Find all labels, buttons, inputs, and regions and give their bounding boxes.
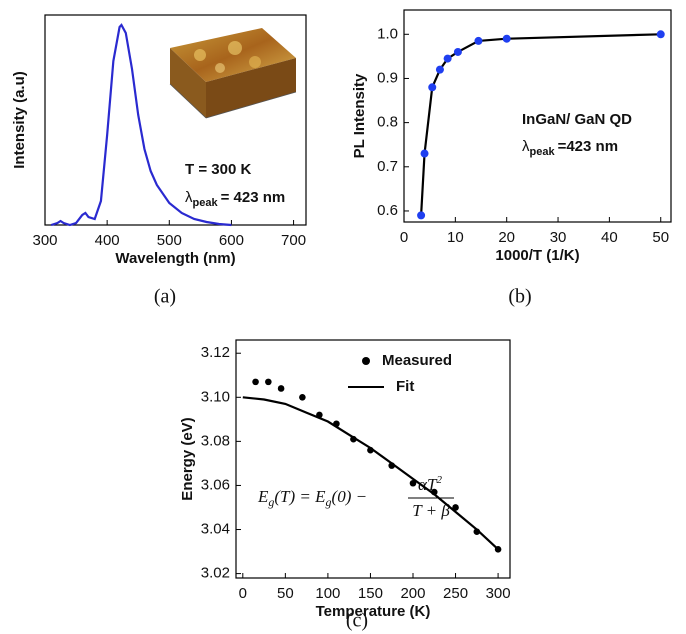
equation-part: 2	[436, 474, 442, 486]
x-tick-label: 50	[652, 229, 669, 246]
peak-label: λpeak= 423 nm	[185, 189, 285, 209]
y-tick-label: 3.08	[201, 432, 230, 449]
y-tick-label: 0.8	[377, 114, 398, 131]
x-tick-label: 100	[315, 585, 340, 602]
peak-subscript: peak	[530, 146, 556, 158]
x-axis-label: Temperature (K)	[316, 603, 431, 620]
x-tick-label: 500	[157, 232, 182, 249]
x-axis-label: Wavelength (nm)	[115, 250, 235, 267]
y-tick-label: 3.02	[201, 565, 230, 582]
x-tick-label: 300	[486, 585, 511, 602]
y-axis-label: Energy (eV)	[179, 417, 196, 500]
x-tick-label: 150	[358, 585, 383, 602]
panel-label: (b)	[508, 286, 531, 308]
x-tick-label: 300	[32, 232, 57, 249]
peak-text: =423 nm	[558, 138, 618, 155]
data-point	[657, 30, 665, 38]
y-tick-label: 3.06	[201, 476, 230, 493]
annotation: T = 300 K	[185, 161, 251, 178]
x-tick-label: 250	[443, 585, 468, 602]
equation-part: (0) −	[332, 487, 368, 506]
data-point	[278, 385, 285, 392]
data-point	[417, 211, 425, 219]
x-tick-label: 20	[498, 229, 515, 246]
data-point	[474, 37, 482, 45]
data-point	[421, 150, 429, 158]
x-tick-label: 10	[447, 229, 464, 246]
legend-label: Measured	[382, 352, 452, 369]
x-tick-label: 400	[95, 232, 120, 249]
series-line	[243, 397, 498, 549]
panel-label: (c)	[346, 610, 368, 632]
panel-label: (a)	[154, 286, 176, 308]
x-tick-label: 600	[219, 232, 244, 249]
y-tick-label: 3.12	[201, 344, 230, 361]
data-point	[252, 379, 259, 386]
x-tick-label: 0	[400, 229, 408, 246]
y-tick-label: 1.0	[377, 25, 398, 42]
legend-marker	[362, 357, 370, 365]
x-tick-label: 30	[550, 229, 567, 246]
data-point	[265, 379, 272, 386]
peak-label: λpeak=423 nm	[522, 138, 618, 158]
data-point	[299, 394, 306, 401]
peak-text: = 423 nm	[221, 189, 286, 206]
equation-lhs: Eg(T) = Eg(0) −	[257, 487, 367, 509]
x-tick-label: 0	[239, 585, 247, 602]
x-axis-label: 1000/T (1/K)	[495, 247, 579, 264]
y-tick-label: 3.10	[201, 388, 230, 405]
y-tick-label: 3.04	[201, 520, 230, 537]
x-tick-label: 200	[400, 585, 425, 602]
x-tick-label: 40	[601, 229, 618, 246]
y-tick-label: 0.9	[377, 69, 398, 86]
equation-part: E	[257, 487, 269, 506]
data-point	[444, 55, 452, 63]
y-axis-label: PL Intensity	[351, 73, 368, 158]
data-point	[454, 48, 462, 56]
figure: 300400500600700Wavelength (nm)Intensity …	[0, 0, 686, 634]
y-tick-label: 0.6	[377, 202, 398, 219]
legend-label: Fit	[396, 378, 414, 395]
afm-inset	[170, 28, 296, 118]
annotation: InGaN/ GaN QD	[522, 111, 632, 128]
peak-subscript: peak	[193, 197, 219, 209]
plot-frame	[236, 340, 510, 578]
y-axis-label: Intensity (a.u)	[11, 71, 28, 169]
y-tick-label: 0.7	[377, 158, 398, 175]
x-tick-label: 50	[277, 585, 294, 602]
data-point	[436, 66, 444, 74]
data-point	[428, 83, 436, 91]
equation-part: (T) = E	[274, 487, 326, 506]
x-tick-label: 700	[281, 232, 306, 249]
data-point	[503, 35, 511, 43]
